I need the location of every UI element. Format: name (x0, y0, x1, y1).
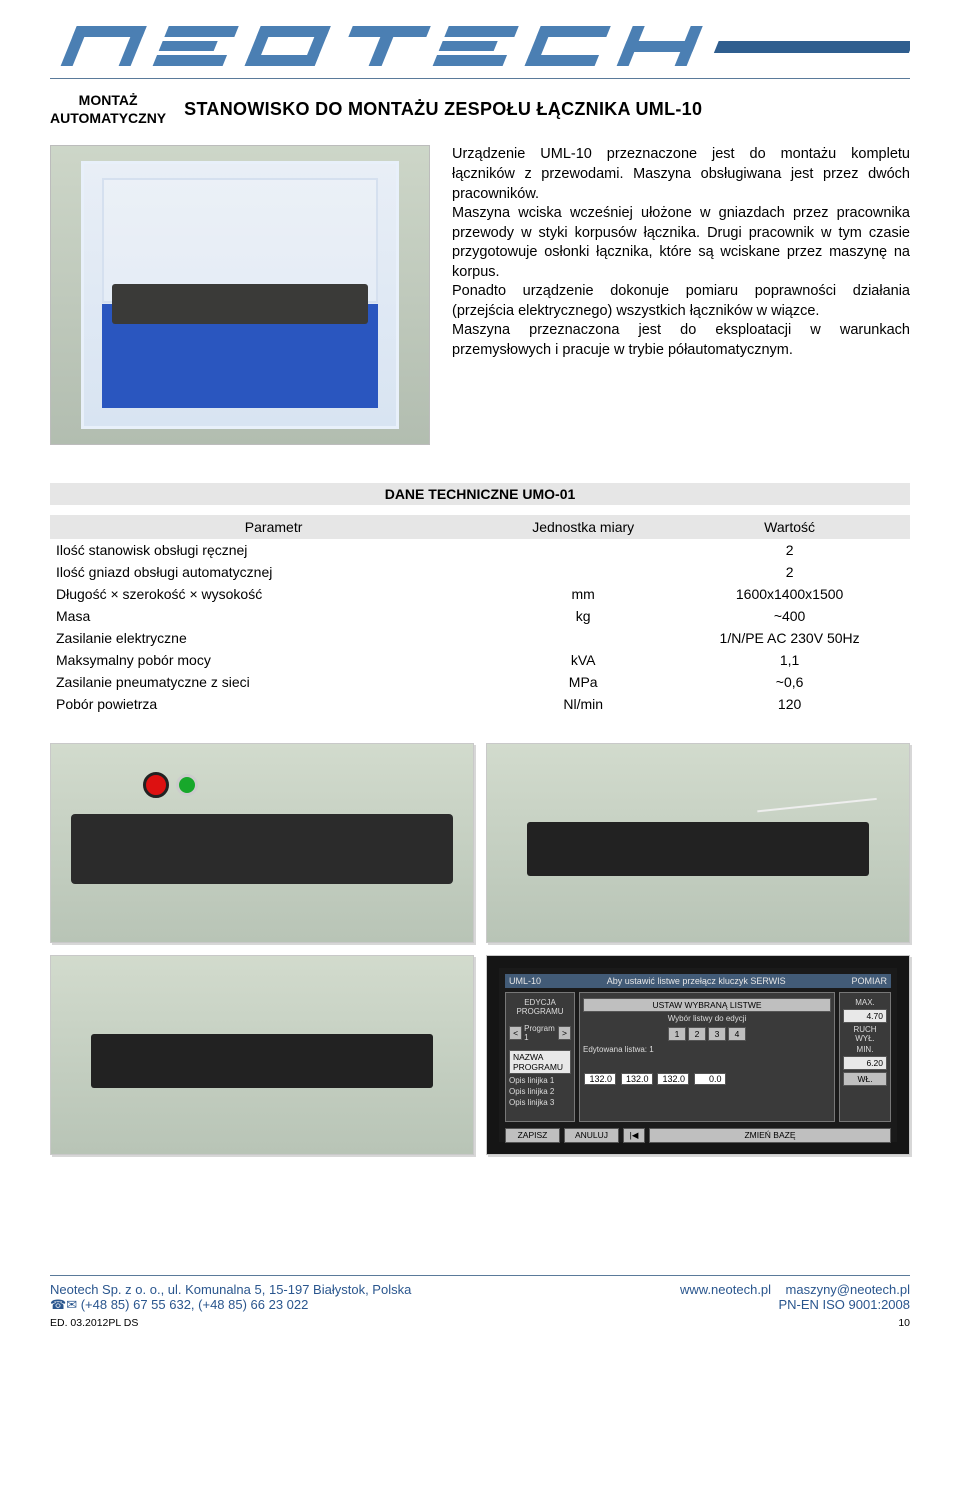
hmi-nazwa-field[interactable]: NAZWA PROGRAMU (509, 1050, 571, 1074)
table-row: Ilość gniazd obsługi automatycznej 2 (50, 561, 910, 583)
hmi-edyt-label: Edytowana listwa: 1 (583, 1045, 831, 1054)
hmi-slot-4[interactable]: 4 (728, 1027, 746, 1041)
hmi-val-4: 0.0 (694, 1073, 726, 1085)
hmi-top-msg: Aby ustawić listwe przełącz kluczyk SERW… (607, 976, 786, 986)
hmi-max-label: MAX. (843, 998, 887, 1007)
table-row: Ilość stanowisk obsługi ręcznej 2 (50, 539, 910, 561)
gallery-photo-1 (50, 743, 474, 943)
header-rule (50, 78, 910, 79)
table-row: Długość × szerokość × wysokośćmm1600x140… (50, 583, 910, 605)
hmi-opis1: Opis linijka 1 (509, 1076, 571, 1085)
hmi-val-2: 132.0 (621, 1073, 653, 1085)
footer-iso: PN-EN ISO 9001:2008 (680, 1297, 910, 1312)
footer-email-link[interactable]: maszyny@neotech.pl (786, 1282, 910, 1297)
intro-paragraphs: Urządzenie UML-10 przeznaczone jest do m… (452, 145, 910, 445)
hmi-next-button[interactable]: > (558, 1026, 571, 1040)
spec-unit: kg (497, 605, 669, 627)
hmi-wl-button[interactable]: WŁ. (843, 1072, 887, 1086)
footer-edition: ED. 03.2012PL DS (50, 1317, 138, 1329)
spec-unit (497, 627, 669, 649)
hmi-zmien-button[interactable]: ZMIEŃ BAZĘ (649, 1128, 891, 1143)
spec-param: Pobór powietrza (50, 693, 497, 715)
table-row: Masakg~400 (50, 605, 910, 627)
spec-param: Zasilanie pneumatyczne z sieci (50, 671, 497, 693)
hmi-ruch-label: RUCH WYŁ. (843, 1025, 887, 1043)
spec-unit: Nl/min (497, 693, 669, 715)
spec-value: ~0,6 (669, 671, 910, 693)
spec-col-param: Parametr (50, 515, 497, 539)
hmi-slot-row: 1 2 3 4 (583, 1025, 831, 1043)
spec-param: Ilość gniazd obsługi automatycznej (50, 561, 497, 583)
hmi-min-val: 6.20 (843, 1056, 887, 1070)
spec-unit: kVA (497, 649, 669, 671)
hmi-edycja-label: EDYCJA PROGRAMU (509, 998, 571, 1016)
hmi-anuluj-button[interactable]: ANULUJ (564, 1128, 619, 1143)
hmi-opis3: Opis linijka 3 (509, 1098, 571, 1107)
footer-phones: ☎✉ (+48 85) 67 55 632, (+48 85) 66 23 02… (50, 1297, 411, 1313)
spec-value: 2 (669, 539, 910, 561)
spec-value: 120 (669, 693, 910, 715)
category-badge: MONTAŻ AUTOMATYCZNY (50, 91, 166, 127)
hmi-panel: UML-10 Aby ustawić listwe przełącz klucz… (499, 968, 897, 1142)
machine-illustration (81, 161, 399, 429)
spec-value: 1600x1400x1500 (669, 583, 910, 605)
hmi-slot-1[interactable]: 1 (668, 1027, 686, 1041)
spec-section-title: DANE TECHNICZNE UMO-01 (50, 483, 910, 505)
brand-logo (50, 18, 910, 74)
hmi-val-3: 132.0 (657, 1073, 689, 1085)
spec-param: Zasilanie elektryczne (50, 627, 497, 649)
intro-section: Urządzenie UML-10 przeznaczone jest do m… (50, 145, 910, 445)
table-row: Pobór powietrzaNl/min120 (50, 693, 910, 715)
spec-param: Długość × szerokość × wysokość (50, 583, 497, 605)
spec-table: Parametr Jednostka miary Wartość Ilość s… (50, 515, 910, 715)
table-row: Zasilanie pneumatyczne z sieciMPa~0,6 (50, 671, 910, 693)
footer-right: www.neotech.pl maszyny@neotech.pl PN-EN … (680, 1282, 910, 1313)
spec-param: Ilość stanowisk obsługi ręcznej (50, 539, 497, 561)
hmi-zapisz-button[interactable]: ZAPISZ (505, 1128, 560, 1143)
spec-col-unit: Jednostka miary (497, 515, 669, 539)
neotech-logo-svg (50, 18, 910, 74)
spec-value: 2 (669, 561, 910, 583)
hmi-max-val: 4.70 (843, 1009, 887, 1023)
hmi-wybor-label: Wybór listwy do edycji (583, 1014, 831, 1023)
hmi-val-1: 132.0 (584, 1073, 616, 1085)
hmi-ustaw-button[interactable]: USTAW WYBRANĄ LISTWE (583, 998, 831, 1012)
spec-param: Masa (50, 605, 497, 627)
hmi-device: UML-10 (509, 976, 541, 986)
table-row: Zasilanie elektryczne 1/N/PE AC 230V 50Hz (50, 627, 910, 649)
spec-unit: MPa (497, 671, 669, 693)
footer-page: 10 (898, 1317, 910, 1329)
hmi-prev-button[interactable]: < (509, 1026, 522, 1040)
spec-unit: mm (497, 583, 669, 605)
spec-unit (497, 539, 669, 561)
spec-value: ~400 (669, 605, 910, 627)
edition-row: ED. 03.2012PL DS 10 (50, 1317, 910, 1349)
hmi-opis2: Opis linijka 2 (509, 1087, 571, 1096)
header-row: MONTAŻ AUTOMATYCZNY STANOWISKO DO MONTAŻ… (50, 91, 910, 127)
hmi-slot-2[interactable]: 2 (688, 1027, 706, 1041)
hmi-pomiar: POMIAR (851, 976, 887, 986)
page-footer: Neotech Sp. z o. o., ul. Komunalna 5, 15… (50, 1275, 910, 1313)
table-row: Maksymalny pobór mocykVA1,1 (50, 649, 910, 671)
spec-value: 1/N/PE AC 230V 50Hz (669, 627, 910, 649)
footer-left: Neotech Sp. z o. o., ul. Komunalna 5, 15… (50, 1282, 411, 1313)
photo-gallery: UML-10 Aby ustawić listwe przełącz klucz… (50, 743, 910, 1155)
spec-value: 1,1 (669, 649, 910, 671)
footer-site-link[interactable]: www.neotech.pl (680, 1282, 771, 1297)
gallery-photo-2 (486, 743, 910, 943)
gallery-photo-3 (50, 955, 474, 1155)
spec-unit (497, 561, 669, 583)
hero-photo (50, 145, 430, 445)
hmi-program-label: Program 1 (524, 1024, 556, 1042)
hmi-min-label: MIN. (843, 1045, 887, 1054)
page-title: STANOWISKO DO MONTAŻU ZESPOŁU ŁĄCZNIKA U… (184, 99, 702, 120)
hmi-rewind-button[interactable]: |◀ (623, 1128, 645, 1143)
gallery-hmi-screenshot: UML-10 Aby ustawić listwe przełącz klucz… (486, 955, 910, 1155)
spec-param: Maksymalny pobór mocy (50, 649, 497, 671)
spec-col-value: Wartość (669, 515, 910, 539)
footer-company: Neotech Sp. z o. o., ul. Komunalna 5, 15… (50, 1282, 411, 1297)
hmi-slot-3[interactable]: 3 (708, 1027, 726, 1041)
